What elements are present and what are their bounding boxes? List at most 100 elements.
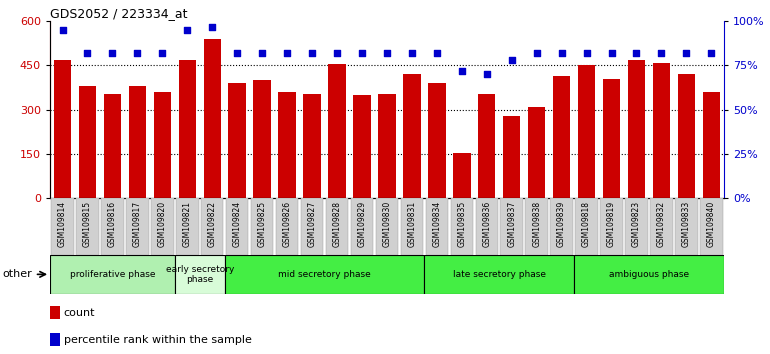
Text: GSM109815: GSM109815	[83, 201, 92, 247]
Bar	[478, 93, 495, 198]
FancyBboxPatch shape	[424, 255, 574, 294]
Text: GSM109840: GSM109840	[707, 201, 716, 247]
Text: GSM109836: GSM109836	[482, 201, 491, 247]
FancyBboxPatch shape	[625, 198, 648, 255]
Point	[256, 50, 268, 56]
Point	[306, 50, 318, 56]
Text: GSM109834: GSM109834	[432, 201, 441, 247]
Text: GSM109831: GSM109831	[407, 201, 417, 247]
Text: GSM109825: GSM109825	[258, 201, 266, 247]
Point	[555, 50, 567, 56]
Bar	[453, 153, 470, 198]
Point	[456, 68, 468, 74]
Point	[430, 50, 443, 56]
FancyBboxPatch shape	[52, 198, 74, 255]
FancyBboxPatch shape	[101, 198, 124, 255]
Text: mid secretory phase: mid secretory phase	[278, 270, 371, 279]
Bar	[179, 59, 196, 198]
Point	[705, 50, 718, 56]
Text: GSM109830: GSM109830	[383, 201, 391, 247]
Bar	[203, 39, 221, 198]
Point	[406, 50, 418, 56]
Bar	[50, 333, 60, 346]
Bar	[378, 93, 396, 198]
Text: GSM109820: GSM109820	[158, 201, 167, 247]
Point	[356, 50, 368, 56]
Bar	[603, 79, 621, 198]
Text: GSM109819: GSM109819	[607, 201, 616, 247]
FancyBboxPatch shape	[700, 198, 722, 255]
Text: GSM109839: GSM109839	[557, 201, 566, 247]
Text: GSM109822: GSM109822	[208, 201, 216, 247]
FancyBboxPatch shape	[376, 198, 398, 255]
FancyBboxPatch shape	[426, 198, 448, 255]
Bar	[129, 86, 146, 198]
FancyBboxPatch shape	[551, 198, 573, 255]
Text: GSM109827: GSM109827	[307, 201, 316, 247]
Point	[506, 57, 518, 63]
Text: GSM109816: GSM109816	[108, 201, 117, 247]
Text: late secretory phase: late secretory phase	[453, 270, 546, 279]
FancyBboxPatch shape	[326, 198, 348, 255]
Point	[206, 24, 219, 29]
Text: GSM109821: GSM109821	[182, 201, 192, 247]
Point	[581, 50, 593, 56]
FancyBboxPatch shape	[151, 198, 173, 255]
Bar	[79, 86, 96, 198]
FancyBboxPatch shape	[351, 198, 373, 255]
Point	[231, 50, 243, 56]
FancyBboxPatch shape	[675, 198, 698, 255]
Bar	[104, 93, 121, 198]
Point	[531, 50, 543, 56]
FancyBboxPatch shape	[225, 255, 424, 294]
FancyBboxPatch shape	[175, 255, 225, 294]
FancyBboxPatch shape	[500, 198, 523, 255]
FancyBboxPatch shape	[50, 255, 175, 294]
Bar	[653, 63, 670, 198]
Bar	[528, 107, 545, 198]
Point	[605, 50, 618, 56]
Point	[480, 72, 493, 77]
FancyBboxPatch shape	[450, 198, 473, 255]
Bar	[628, 59, 645, 198]
Text: proliferative phase: proliferative phase	[69, 270, 156, 279]
FancyBboxPatch shape	[126, 198, 149, 255]
FancyBboxPatch shape	[76, 198, 99, 255]
FancyBboxPatch shape	[276, 198, 298, 255]
FancyBboxPatch shape	[176, 198, 199, 255]
Text: GSM109829: GSM109829	[357, 201, 367, 247]
FancyBboxPatch shape	[301, 198, 323, 255]
FancyBboxPatch shape	[400, 198, 423, 255]
Bar	[503, 116, 521, 198]
Bar	[229, 83, 246, 198]
Point	[131, 50, 143, 56]
Text: GSM109818: GSM109818	[582, 201, 591, 247]
Bar	[54, 59, 72, 198]
Bar	[253, 80, 271, 198]
FancyBboxPatch shape	[476, 198, 498, 255]
Text: GSM109837: GSM109837	[507, 201, 516, 247]
Bar	[553, 76, 571, 198]
Bar	[303, 93, 321, 198]
Point	[156, 50, 169, 56]
Bar	[328, 64, 346, 198]
Text: GSM109838: GSM109838	[532, 201, 541, 247]
FancyBboxPatch shape	[601, 198, 623, 255]
Point	[381, 50, 393, 56]
Point	[181, 27, 193, 33]
Text: GSM109826: GSM109826	[283, 201, 292, 247]
FancyBboxPatch shape	[201, 198, 223, 255]
Bar	[678, 74, 695, 198]
Text: GSM109824: GSM109824	[233, 201, 242, 247]
FancyBboxPatch shape	[226, 198, 249, 255]
Point	[281, 50, 293, 56]
Bar	[153, 92, 171, 198]
FancyBboxPatch shape	[575, 198, 598, 255]
Bar	[428, 83, 446, 198]
Bar	[578, 65, 595, 198]
FancyBboxPatch shape	[574, 255, 724, 294]
Bar	[353, 95, 370, 198]
Text: count: count	[63, 308, 95, 318]
Text: early secretory
phase: early secretory phase	[166, 265, 234, 284]
Point	[106, 50, 119, 56]
